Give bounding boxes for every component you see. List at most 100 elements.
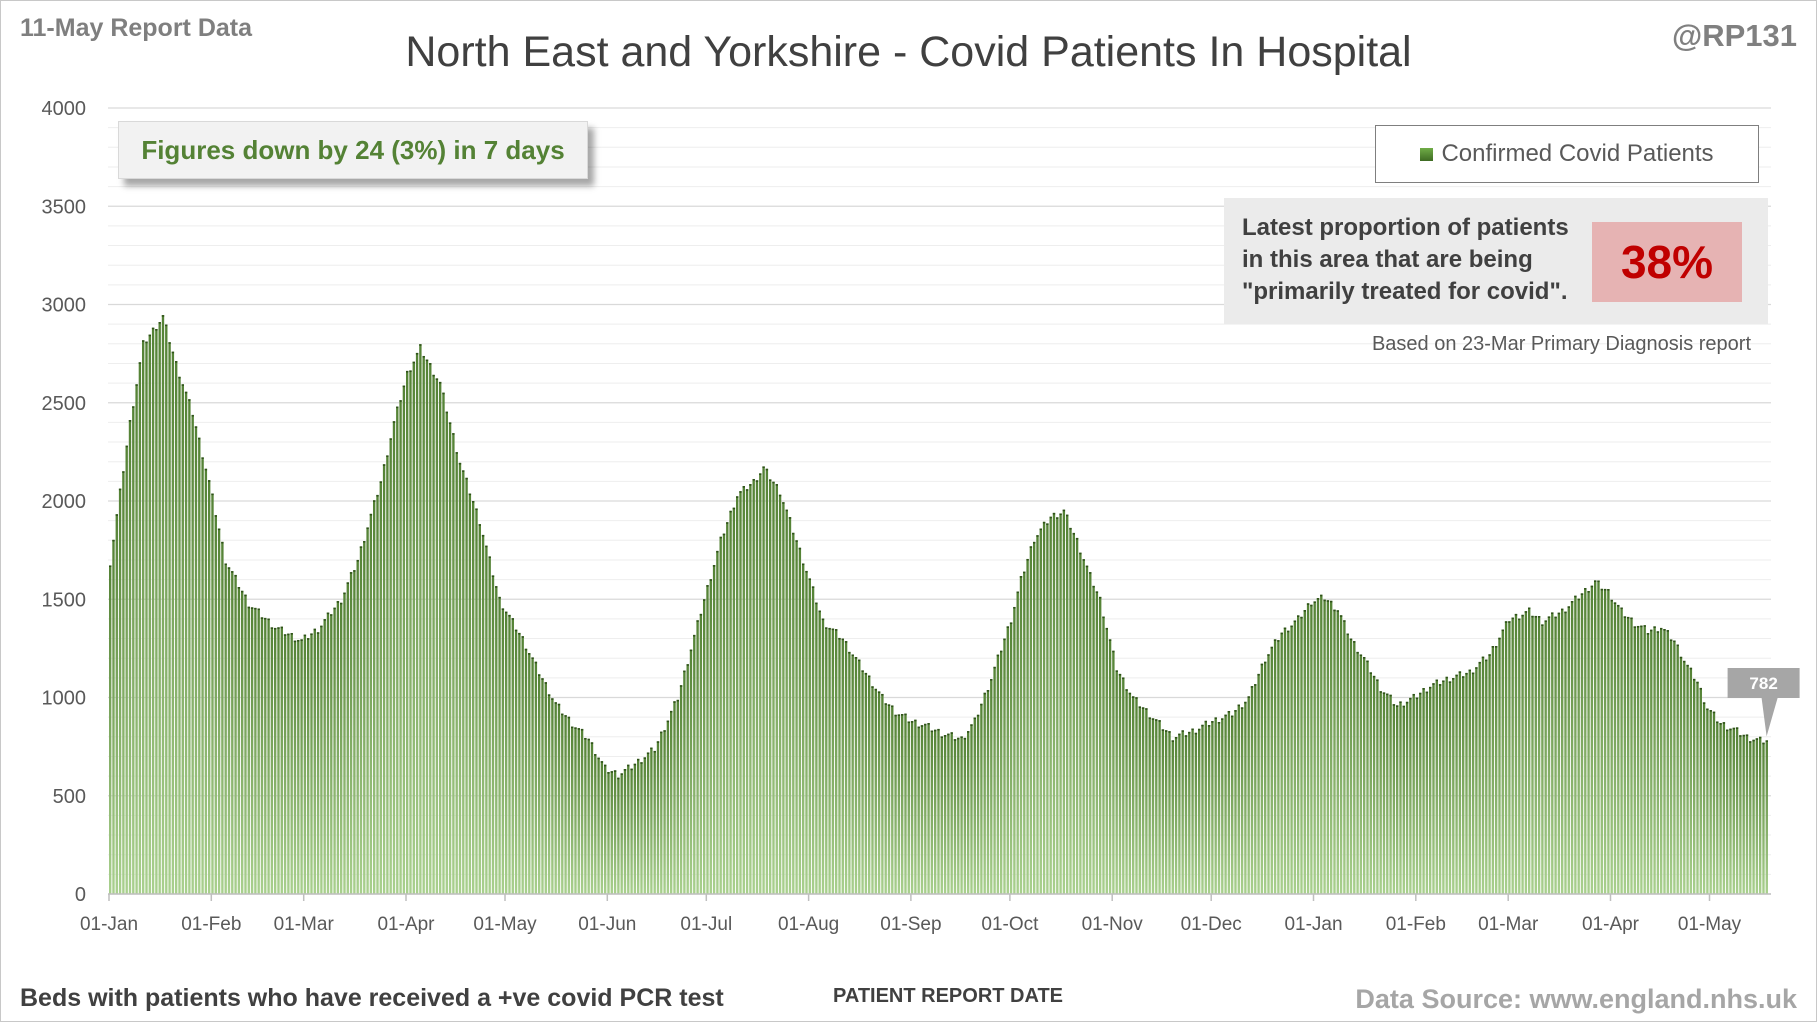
bar bbox=[1316, 598, 1320, 894]
bar bbox=[1504, 621, 1508, 894]
bar-cap bbox=[772, 481, 775, 484]
bar bbox=[643, 757, 646, 894]
bar bbox=[290, 632, 293, 894]
bar-cap bbox=[1752, 739, 1755, 742]
bar bbox=[501, 608, 505, 894]
bar-cap bbox=[1739, 735, 1742, 737]
bar-cap bbox=[976, 714, 980, 717]
bar bbox=[1356, 651, 1359, 894]
bar bbox=[1405, 701, 1409, 894]
bar-cap bbox=[323, 619, 326, 621]
bar-cap bbox=[604, 764, 607, 767]
bar-cap bbox=[538, 674, 541, 676]
bar bbox=[1155, 719, 1158, 894]
bar-cap bbox=[706, 585, 709, 587]
bar bbox=[237, 587, 241, 894]
bar-cap bbox=[739, 491, 742, 493]
bar-cap bbox=[610, 771, 613, 773]
bar bbox=[1125, 689, 1128, 894]
bar-cap bbox=[415, 352, 419, 355]
bar-cap bbox=[373, 500, 376, 502]
bar-cap bbox=[551, 698, 554, 700]
bar-cap bbox=[1650, 629, 1653, 632]
bar bbox=[1544, 620, 1547, 894]
bar-cap bbox=[458, 462, 462, 465]
bar bbox=[769, 479, 772, 894]
bar bbox=[1009, 622, 1013, 894]
bar-cap bbox=[171, 351, 175, 354]
bar bbox=[1567, 606, 1570, 894]
bar bbox=[505, 611, 508, 894]
bar-cap bbox=[1003, 638, 1006, 641]
bar-cap bbox=[1495, 646, 1498, 648]
bar-cap bbox=[940, 736, 943, 739]
bar-cap bbox=[858, 659, 861, 662]
bar-cap bbox=[1561, 608, 1564, 611]
bar bbox=[1452, 678, 1455, 894]
bar bbox=[1033, 541, 1036, 894]
bar-cap bbox=[1458, 671, 1462, 673]
bar-cap bbox=[402, 385, 406, 388]
bar bbox=[1514, 613, 1518, 894]
bar bbox=[871, 686, 874, 894]
bar bbox=[901, 714, 904, 894]
bar bbox=[270, 627, 274, 894]
bar bbox=[1745, 734, 1749, 894]
bar-cap bbox=[887, 704, 891, 706]
bar bbox=[798, 547, 802, 894]
bar-cap bbox=[1155, 719, 1158, 721]
bar bbox=[1749, 741, 1752, 894]
bar-cap bbox=[1359, 654, 1363, 657]
bar bbox=[1636, 625, 1640, 894]
bar bbox=[703, 599, 706, 894]
bar-cap bbox=[742, 486, 745, 488]
bar bbox=[462, 470, 465, 894]
bar bbox=[508, 614, 511, 894]
bar-cap bbox=[815, 602, 818, 605]
bar-cap bbox=[1504, 621, 1508, 623]
bar bbox=[1191, 728, 1194, 894]
bar-cap bbox=[1356, 651, 1359, 654]
bar bbox=[973, 717, 976, 894]
bar bbox=[1339, 615, 1343, 894]
bar-cap bbox=[973, 717, 976, 720]
bar-cap bbox=[1165, 730, 1168, 732]
bar bbox=[1330, 600, 1333, 894]
x-tick-label: 01-Jan bbox=[1284, 914, 1342, 935]
bar-cap bbox=[1270, 646, 1273, 649]
bar-cap bbox=[696, 620, 699, 622]
bar bbox=[960, 736, 963, 894]
bar bbox=[1762, 742, 1765, 894]
bar-cap bbox=[1026, 558, 1029, 561]
bar-cap bbox=[1181, 730, 1184, 732]
chart-legend: Confirmed Covid Patients bbox=[1375, 125, 1759, 183]
bar-cap bbox=[194, 426, 198, 428]
bar bbox=[1303, 610, 1306, 894]
bar bbox=[1396, 705, 1399, 894]
bar-cap bbox=[1676, 644, 1679, 647]
bar bbox=[1429, 686, 1432, 894]
bar bbox=[445, 411, 448, 894]
bar bbox=[541, 678, 544, 894]
bar-cap bbox=[1145, 708, 1148, 710]
bar bbox=[877, 691, 881, 894]
bar-cap bbox=[1095, 591, 1099, 593]
bar-cap bbox=[917, 726, 920, 729]
bar-cap bbox=[571, 726, 574, 729]
bar bbox=[897, 714, 901, 894]
bar bbox=[1712, 711, 1716, 894]
bar-cap bbox=[1188, 731, 1191, 734]
bar bbox=[1211, 721, 1214, 894]
bar bbox=[1250, 686, 1254, 894]
bar bbox=[1669, 639, 1673, 894]
bar-cap bbox=[287, 633, 290, 636]
bar-cap bbox=[1102, 616, 1105, 619]
bar-cap bbox=[762, 466, 765, 469]
bar-cap bbox=[1237, 704, 1240, 707]
bar bbox=[1478, 661, 1481, 894]
bar-cap bbox=[686, 664, 689, 666]
bar-cap bbox=[178, 376, 181, 379]
bar-cap bbox=[1405, 701, 1409, 704]
bar-cap bbox=[356, 559, 359, 562]
bar bbox=[1029, 546, 1033, 894]
